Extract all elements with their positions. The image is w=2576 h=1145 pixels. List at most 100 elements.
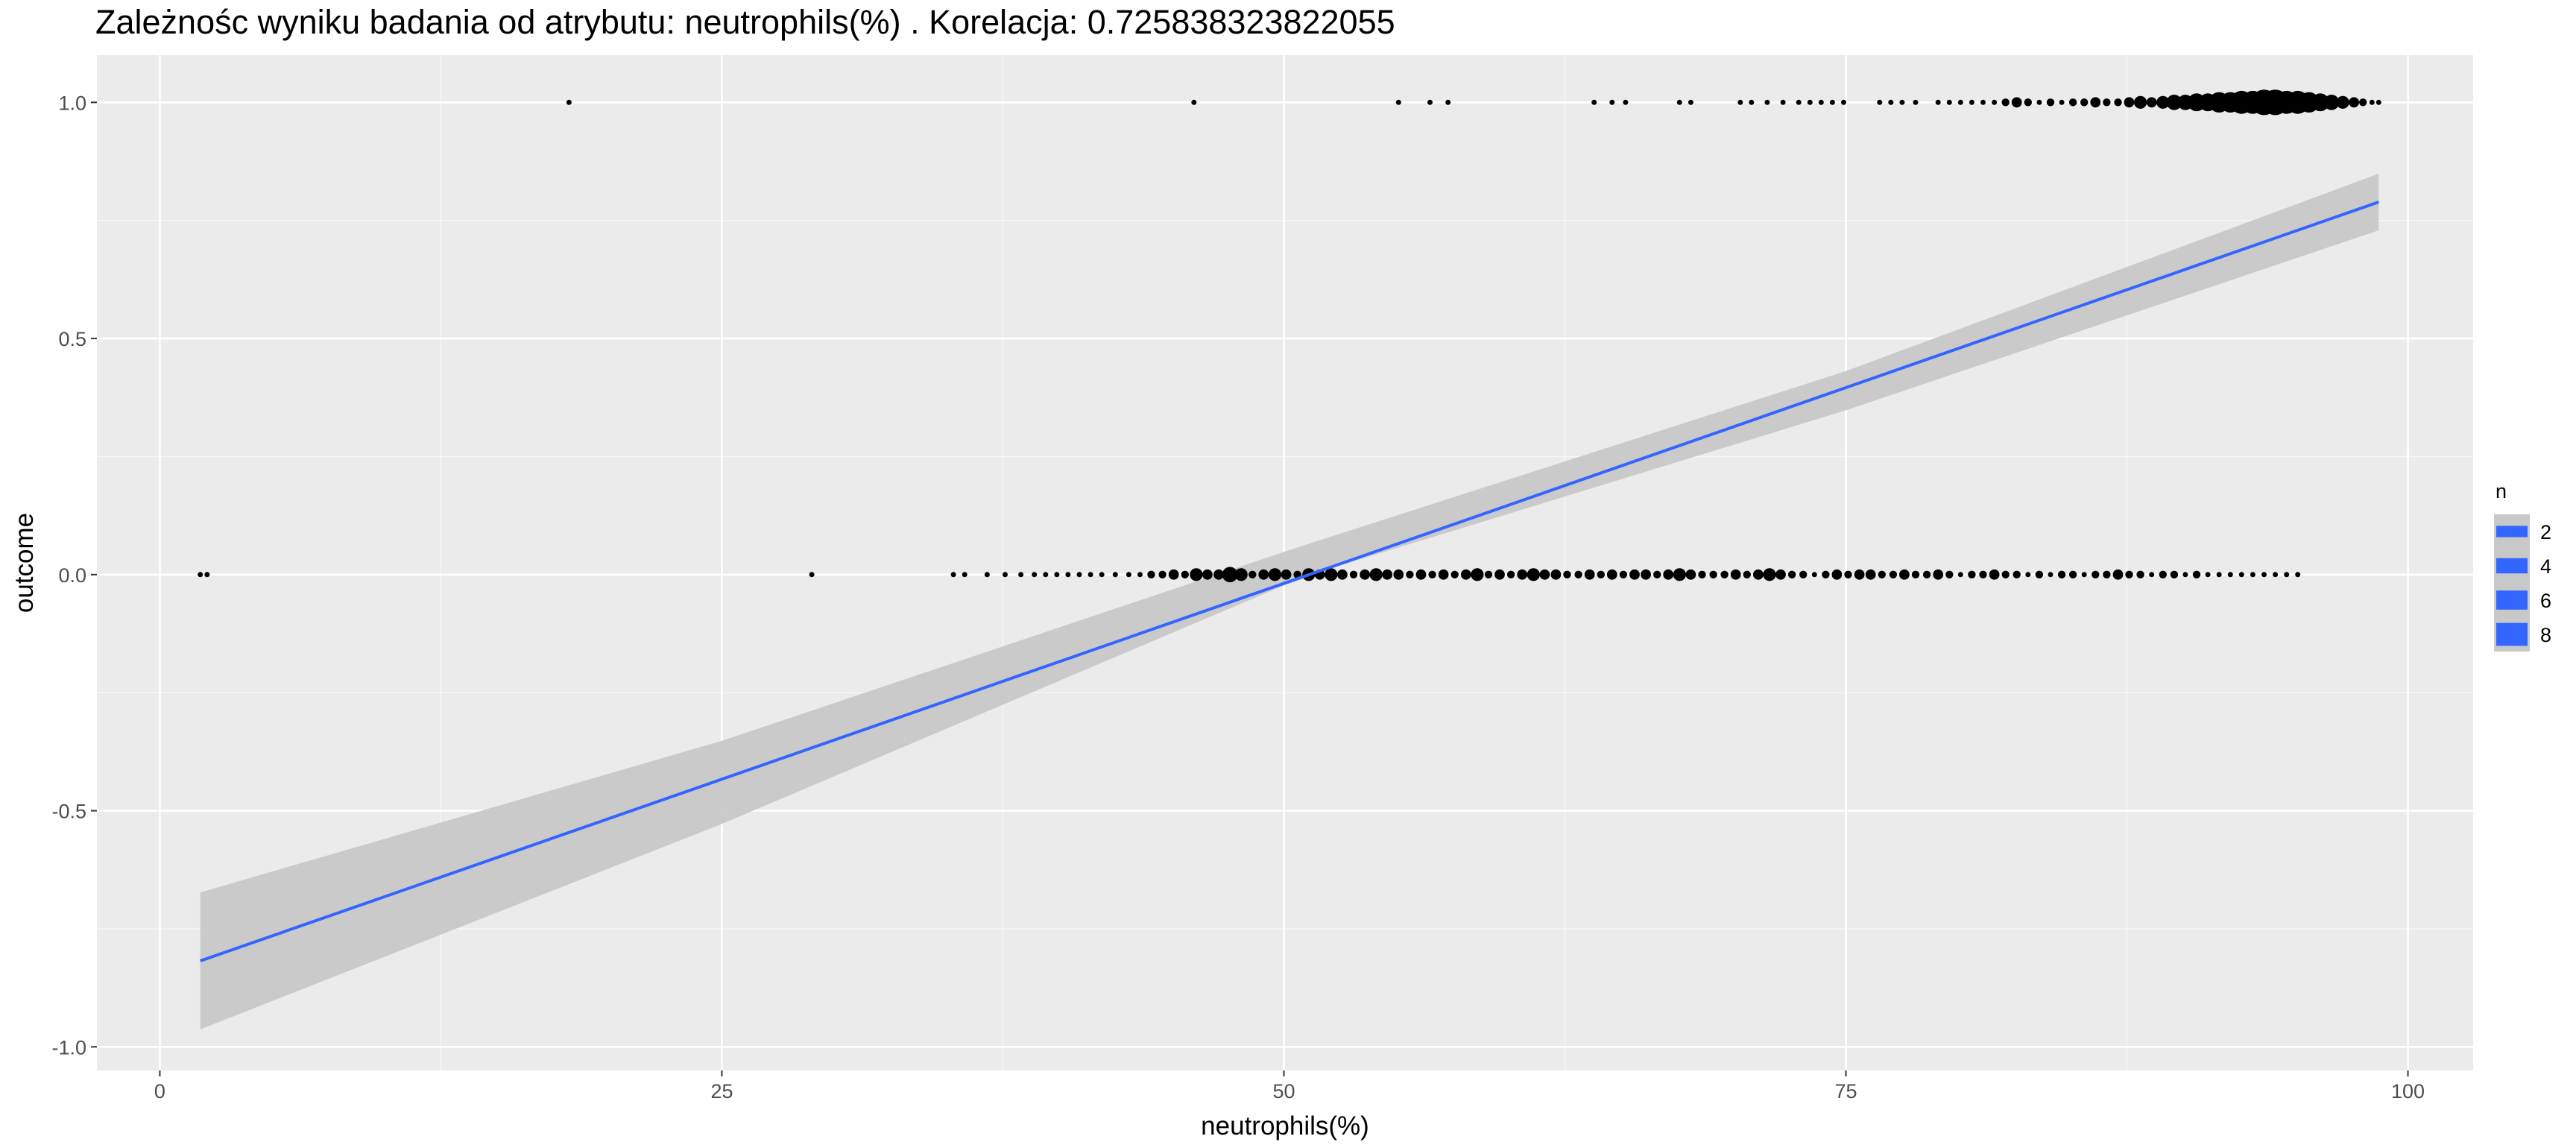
data-point [1450,570,1459,578]
data-point [2284,572,2290,578]
axis-layer: 0 25 50 75 100 -1.0 -0.5 0.0 0.5 1.0 [51,92,2425,1103]
data-point [1889,570,1898,578]
data-point [1877,99,1883,105]
data-point [2146,97,2157,108]
data-point [1844,570,1852,578]
data-point [1688,99,1693,105]
data-point [1349,570,1358,578]
data-point [1428,570,1436,578]
data-point [2349,97,2360,108]
data-point [1720,570,1729,578]
data-point [1888,99,1894,105]
data-point [2025,572,2031,578]
data-point [1663,569,1674,580]
data-point [1471,568,1484,581]
data-point [1609,99,1615,105]
data-point [2068,570,2077,578]
data-point [1878,570,1886,578]
data-point [1018,572,1024,578]
data-point [1527,568,1540,581]
data-point [1653,570,1661,578]
data-point [204,572,210,578]
data-point [2059,99,2065,105]
data-point [1989,569,2000,580]
data-point [2166,95,2182,110]
data-point [1032,572,1038,578]
y-tick-label: 0.0 [58,564,86,587]
data-point [1563,570,1571,578]
data-point [1676,99,1682,105]
data-point [1933,569,1944,580]
data-point [1393,569,1404,580]
data-point [1787,570,1796,578]
legend-key-swatch [2496,622,2528,646]
data-point [1673,568,1686,581]
data-point [1539,569,1550,580]
data-point [1799,570,1808,578]
data-point [1337,569,1348,580]
data-point [2001,98,2010,107]
data-point [2136,570,2144,578]
data-point [1181,570,1190,578]
data-point [2035,570,2044,578]
data-point [1743,570,1751,578]
x-tick-label: 50 [1272,1080,1295,1103]
legend-key-swatch [2496,590,2528,610]
data-point [962,572,967,578]
legend-label: 4 [2540,555,2551,578]
data-point [1506,570,1515,578]
data-point [1854,569,1865,580]
data-point [1202,569,1213,580]
x-tick-label: 75 [1834,1080,1857,1103]
data-point [1517,569,1528,580]
data-point [1258,569,1269,580]
chart-title: Zależnośc wyniku badania od atrybutu: ne… [95,3,1395,41]
data-point [2205,572,2211,578]
data-point [1945,570,1954,578]
data-point [1584,569,1595,580]
regression-line [200,201,2379,962]
legend-label: 6 [2540,590,2551,612]
data-point [1099,572,1105,578]
legend-key-swatch [2496,526,2528,537]
y-tick-label: 1.0 [58,92,86,114]
data-point [1126,572,1131,578]
data-point [1591,99,1597,105]
data-point [1841,99,1846,105]
x-tick-label: 100 [2391,1080,2425,1103]
data-point [1807,99,1813,105]
data-point [1415,569,1427,580]
legend-title: n [2496,480,2507,502]
data-point [2103,98,2111,107]
legend-label: 8 [2540,624,2551,646]
data-point [2103,570,2111,578]
data-point [1382,569,1393,580]
data-point [2159,570,2167,578]
data-point [1190,568,1203,581]
y-tick-label: -1.0 [51,1036,86,1059]
data-point [1003,572,1008,578]
data-point [1087,572,1093,578]
data-point [1992,99,1998,105]
legend-label: 2 [2540,521,2551,543]
data-point [2323,95,2340,110]
data-point [1709,570,1717,578]
data-point [984,572,990,578]
data-point [1112,572,1118,578]
data-point [1698,570,1706,578]
data-point [1043,572,1049,578]
data-point [198,572,203,578]
data-point [1831,569,1843,580]
data-point [1213,569,1224,580]
data-point [1360,569,1370,580]
data-point [1234,568,1248,581]
data-point [1979,570,1987,578]
data-point [1935,99,1941,105]
data-point [1158,570,1167,578]
data-point [1438,569,1449,580]
data-point [2112,569,2124,580]
data-point [2261,572,2267,578]
data-point [1749,99,1755,105]
data-point [1427,99,1433,105]
data-point [1911,570,1920,578]
